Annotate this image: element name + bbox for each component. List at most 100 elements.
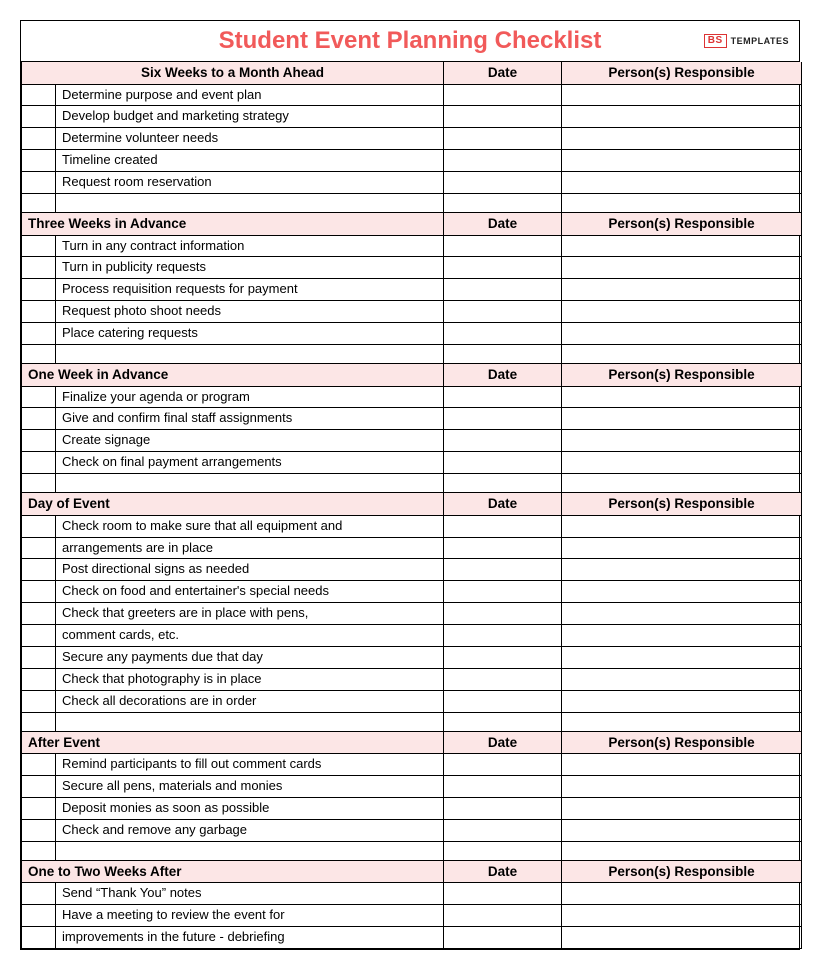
checkbox-cell[interactable] bbox=[22, 776, 56, 798]
responsible-cell[interactable] bbox=[562, 581, 802, 603]
blank-cell bbox=[562, 712, 802, 731]
responsible-cell[interactable] bbox=[562, 668, 802, 690]
responsible-cell[interactable] bbox=[562, 776, 802, 798]
responsible-cell[interactable] bbox=[562, 257, 802, 279]
date-cell[interactable] bbox=[444, 798, 562, 820]
date-cell[interactable] bbox=[444, 559, 562, 581]
date-cell[interactable] bbox=[444, 128, 562, 150]
responsible-cell[interactable] bbox=[562, 408, 802, 430]
date-cell[interactable] bbox=[444, 754, 562, 776]
checkbox-cell[interactable] bbox=[22, 754, 56, 776]
date-cell[interactable] bbox=[444, 84, 562, 106]
checkbox-cell[interactable] bbox=[22, 537, 56, 559]
responsible-cell[interactable] bbox=[562, 537, 802, 559]
date-cell[interactable] bbox=[444, 690, 562, 712]
responsible-cell[interactable] bbox=[562, 647, 802, 669]
responsible-cell[interactable] bbox=[562, 625, 802, 647]
date-cell[interactable] bbox=[444, 257, 562, 279]
responsible-cell[interactable] bbox=[562, 106, 802, 128]
responsible-cell[interactable] bbox=[562, 386, 802, 408]
checkbox-cell[interactable] bbox=[22, 559, 56, 581]
checkbox-cell[interactable] bbox=[22, 905, 56, 927]
responsible-cell[interactable] bbox=[562, 84, 802, 106]
date-cell[interactable] bbox=[444, 150, 562, 172]
date-cell[interactable] bbox=[444, 279, 562, 301]
date-cell[interactable] bbox=[444, 647, 562, 669]
date-cell[interactable] bbox=[444, 625, 562, 647]
checkbox-cell[interactable] bbox=[22, 150, 56, 172]
blank-cell bbox=[56, 345, 444, 364]
responsible-cell[interactable] bbox=[562, 279, 802, 301]
task-row: Check on final payment arrangements bbox=[22, 452, 802, 474]
date-cell[interactable] bbox=[444, 603, 562, 625]
checkbox-cell[interactable] bbox=[22, 515, 56, 537]
checkbox-cell[interactable] bbox=[22, 603, 56, 625]
responsible-cell[interactable] bbox=[562, 150, 802, 172]
checkbox-cell[interactable] bbox=[22, 301, 56, 323]
date-cell[interactable] bbox=[444, 581, 562, 603]
task-row: Timeline created bbox=[22, 150, 802, 172]
checkbox-cell[interactable] bbox=[22, 625, 56, 647]
task-cell: Check on food and entertainer's special … bbox=[56, 581, 444, 603]
date-cell[interactable] bbox=[444, 776, 562, 798]
date-cell[interactable] bbox=[444, 668, 562, 690]
responsible-cell[interactable] bbox=[562, 235, 802, 257]
responsible-cell[interactable] bbox=[562, 690, 802, 712]
date-cell[interactable] bbox=[444, 927, 562, 949]
responsible-cell[interactable] bbox=[562, 798, 802, 820]
checkbox-cell[interactable] bbox=[22, 172, 56, 194]
responsible-cell[interactable] bbox=[562, 754, 802, 776]
checkbox-cell[interactable] bbox=[22, 279, 56, 301]
date-cell[interactable] bbox=[444, 819, 562, 841]
date-cell[interactable] bbox=[444, 235, 562, 257]
responsible-cell[interactable] bbox=[562, 452, 802, 474]
responsible-cell[interactable] bbox=[562, 323, 802, 345]
checkbox-cell[interactable] bbox=[22, 84, 56, 106]
checkbox-cell[interactable] bbox=[22, 128, 56, 150]
responsible-cell[interactable] bbox=[562, 927, 802, 949]
responsible-cell[interactable] bbox=[562, 603, 802, 625]
date-cell[interactable] bbox=[444, 537, 562, 559]
responsible-cell[interactable] bbox=[562, 559, 802, 581]
checkbox-cell[interactable] bbox=[22, 581, 56, 603]
date-cell[interactable] bbox=[444, 106, 562, 128]
checkbox-cell[interactable] bbox=[22, 690, 56, 712]
responsible-cell[interactable] bbox=[562, 819, 802, 841]
responsible-cell[interactable] bbox=[562, 905, 802, 927]
checkbox-cell[interactable] bbox=[22, 106, 56, 128]
checkbox-cell[interactable] bbox=[22, 430, 56, 452]
checkbox-cell[interactable] bbox=[22, 668, 56, 690]
responsible-cell[interactable] bbox=[562, 515, 802, 537]
date-cell[interactable] bbox=[444, 430, 562, 452]
checkbox-cell[interactable] bbox=[22, 647, 56, 669]
date-cell[interactable] bbox=[444, 883, 562, 905]
date-cell[interactable] bbox=[444, 408, 562, 430]
task-row: Remind participants to fill out comment … bbox=[22, 754, 802, 776]
responsible-cell[interactable] bbox=[562, 301, 802, 323]
responsible-cell[interactable] bbox=[562, 128, 802, 150]
checkbox-cell[interactable] bbox=[22, 819, 56, 841]
task-cell: comment cards, etc. bbox=[56, 625, 444, 647]
responsible-cell[interactable] bbox=[562, 883, 802, 905]
task-row: Send “Thank You” notes bbox=[22, 883, 802, 905]
checkbox-cell[interactable] bbox=[22, 883, 56, 905]
date-cell[interactable] bbox=[444, 323, 562, 345]
date-cell[interactable] bbox=[444, 452, 562, 474]
checkbox-cell[interactable] bbox=[22, 257, 56, 279]
task-row: Check that greeters are in place with pe… bbox=[22, 603, 802, 625]
date-cell[interactable] bbox=[444, 515, 562, 537]
date-cell[interactable] bbox=[444, 905, 562, 927]
checkbox-cell[interactable] bbox=[22, 452, 56, 474]
date-cell[interactable] bbox=[444, 301, 562, 323]
responsible-cell[interactable] bbox=[562, 172, 802, 194]
checkbox-cell[interactable] bbox=[22, 323, 56, 345]
date-cell[interactable] bbox=[444, 386, 562, 408]
checkbox-cell[interactable] bbox=[22, 927, 56, 949]
checkbox-cell[interactable] bbox=[22, 408, 56, 430]
responsible-cell[interactable] bbox=[562, 430, 802, 452]
blank-cell bbox=[444, 841, 562, 860]
checkbox-cell[interactable] bbox=[22, 798, 56, 820]
checkbox-cell[interactable] bbox=[22, 386, 56, 408]
checkbox-cell[interactable] bbox=[22, 235, 56, 257]
date-cell[interactable] bbox=[444, 172, 562, 194]
